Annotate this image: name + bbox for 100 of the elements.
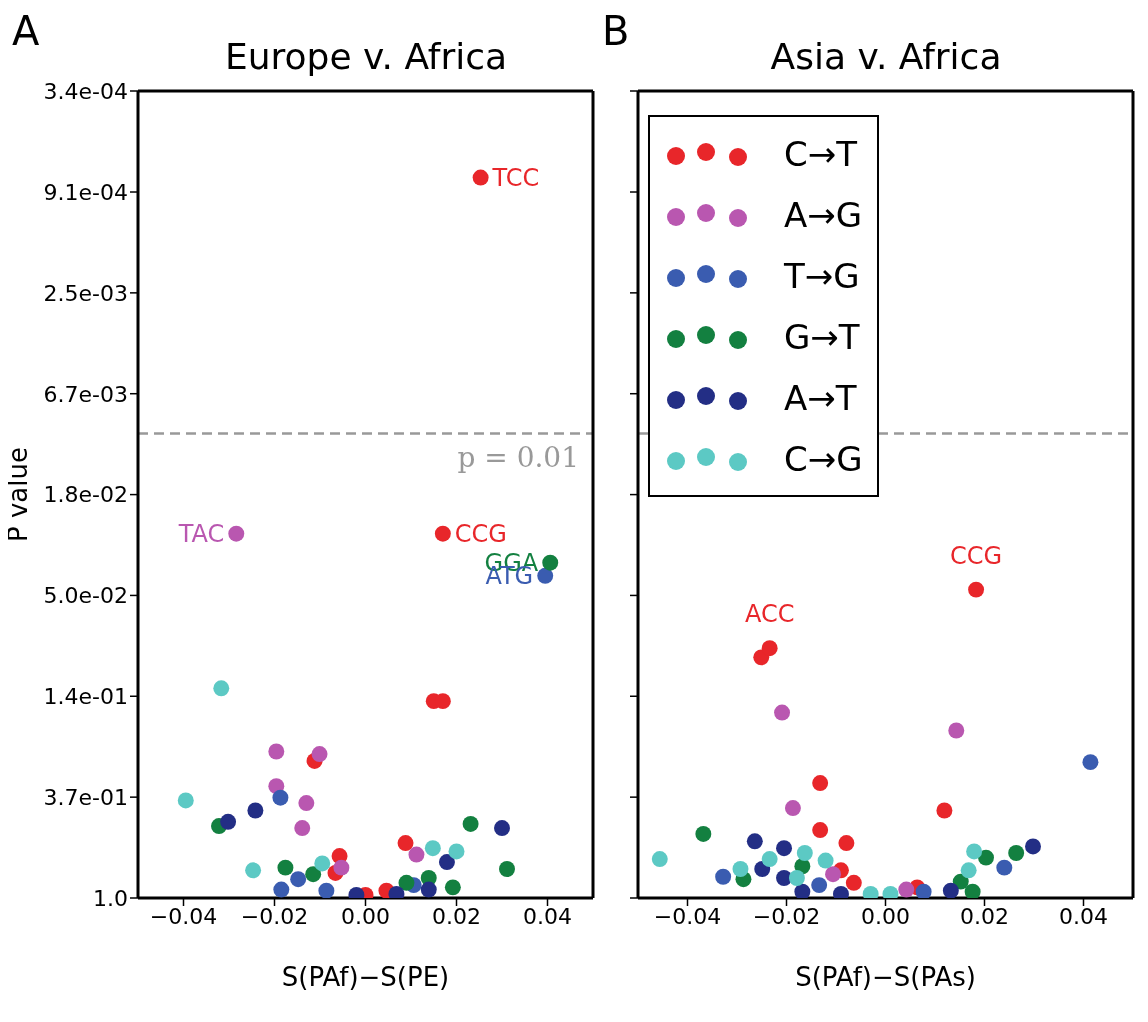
y-tick-label: 3.4e-04 <box>43 78 128 104</box>
legend-label: A→G <box>784 194 863 235</box>
point <box>1008 845 1025 861</box>
point <box>761 640 778 657</box>
point <box>838 835 855 852</box>
y-tick-label: 1.8e-02 <box>43 482 128 508</box>
text: B <box>602 8 630 54</box>
point <box>499 861 515 877</box>
point <box>177 792 194 809</box>
point <box>305 866 322 883</box>
point <box>774 704 791 721</box>
point <box>817 852 834 869</box>
point <box>942 882 959 898</box>
point <box>1025 838 1041 855</box>
chart-title: Asia v. Africa <box>769 36 1003 77</box>
point <box>438 854 455 870</box>
point <box>794 883 811 898</box>
point <box>213 680 230 697</box>
point <box>444 879 461 896</box>
x-tick-label: −0.02 <box>752 903 821 929</box>
x-tick-label: −0.04 <box>149 903 218 929</box>
point <box>812 822 829 839</box>
point <box>298 795 315 811</box>
y-tick-label: 9.1e-04 <box>43 179 128 205</box>
chart-title: Europe v. Africa <box>223 36 509 77</box>
point <box>542 554 559 571</box>
point <box>966 843 983 860</box>
point <box>898 881 915 898</box>
point <box>978 849 994 866</box>
x-tick-label: 0.02 <box>432 903 481 929</box>
annotation: ACC <box>744 600 795 629</box>
legend-label: T→G <box>784 255 860 296</box>
point <box>273 881 290 898</box>
annotation: CCG <box>950 541 1003 570</box>
point <box>434 525 451 542</box>
x-tick-label: 0.04 <box>523 903 572 929</box>
point <box>996 859 1013 876</box>
point <box>397 835 414 852</box>
point <box>784 800 801 817</box>
point <box>732 861 749 877</box>
legend-label: C→G <box>784 438 863 479</box>
x-tick-label: 0.02 <box>960 903 1009 929</box>
point <box>420 881 437 898</box>
point <box>968 581 985 598</box>
point <box>537 567 554 584</box>
point <box>494 820 510 837</box>
legend-label: C→T <box>784 133 857 174</box>
point <box>915 883 932 898</box>
point <box>948 722 965 739</box>
point <box>290 871 307 888</box>
legend-label: G→T <box>784 316 860 357</box>
x-tick-label: 0.00 <box>861 903 910 929</box>
x-tick-label: 0.00 <box>341 903 390 929</box>
point <box>272 789 289 806</box>
point <box>268 743 285 760</box>
point <box>811 877 828 894</box>
legend-label: A→T <box>784 377 857 418</box>
point <box>462 816 479 832</box>
x-axis-title: S(PAf)−S(PE) <box>281 962 450 992</box>
point <box>228 525 245 542</box>
point <box>245 862 262 879</box>
annotation: TCC <box>491 164 540 193</box>
point <box>311 746 328 763</box>
x-tick-label: −0.02 <box>240 903 309 929</box>
y-axis-title: P value <box>3 447 34 542</box>
point <box>277 859 294 876</box>
point <box>788 870 805 886</box>
point <box>318 882 335 898</box>
point <box>398 874 415 891</box>
y-tick-label: 5.0e-02 <box>43 583 128 609</box>
point <box>796 845 813 861</box>
point <box>314 855 331 872</box>
point <box>960 862 977 879</box>
point <box>408 846 425 863</box>
point <box>1082 754 1099 771</box>
point <box>761 851 778 868</box>
point <box>333 859 350 876</box>
point <box>695 826 712 842</box>
x-tick-label: −0.04 <box>653 903 722 929</box>
text: A <box>12 8 40 54</box>
point <box>472 169 489 186</box>
y-tick-label: 3.7e-01 <box>43 784 128 810</box>
point <box>936 802 953 819</box>
point <box>294 820 311 837</box>
y-tick-label: 6.7e-03 <box>43 381 128 407</box>
point <box>746 833 763 850</box>
point <box>812 775 829 792</box>
point <box>825 866 842 883</box>
point <box>776 840 792 857</box>
annotation: TAC <box>177 520 225 549</box>
point <box>424 840 441 857</box>
point <box>845 874 862 891</box>
y-tick-label: 1.4e-01 <box>43 684 128 710</box>
y-tick-label: 1.0 <box>93 885 128 911</box>
annotation: CCG <box>454 520 507 549</box>
point <box>651 851 668 868</box>
point <box>220 813 237 830</box>
x-axis-title: S(PAf)−S(PAs) <box>795 962 976 992</box>
point <box>715 868 732 885</box>
y-tick-label: 2.5e-03 <box>43 280 128 306</box>
